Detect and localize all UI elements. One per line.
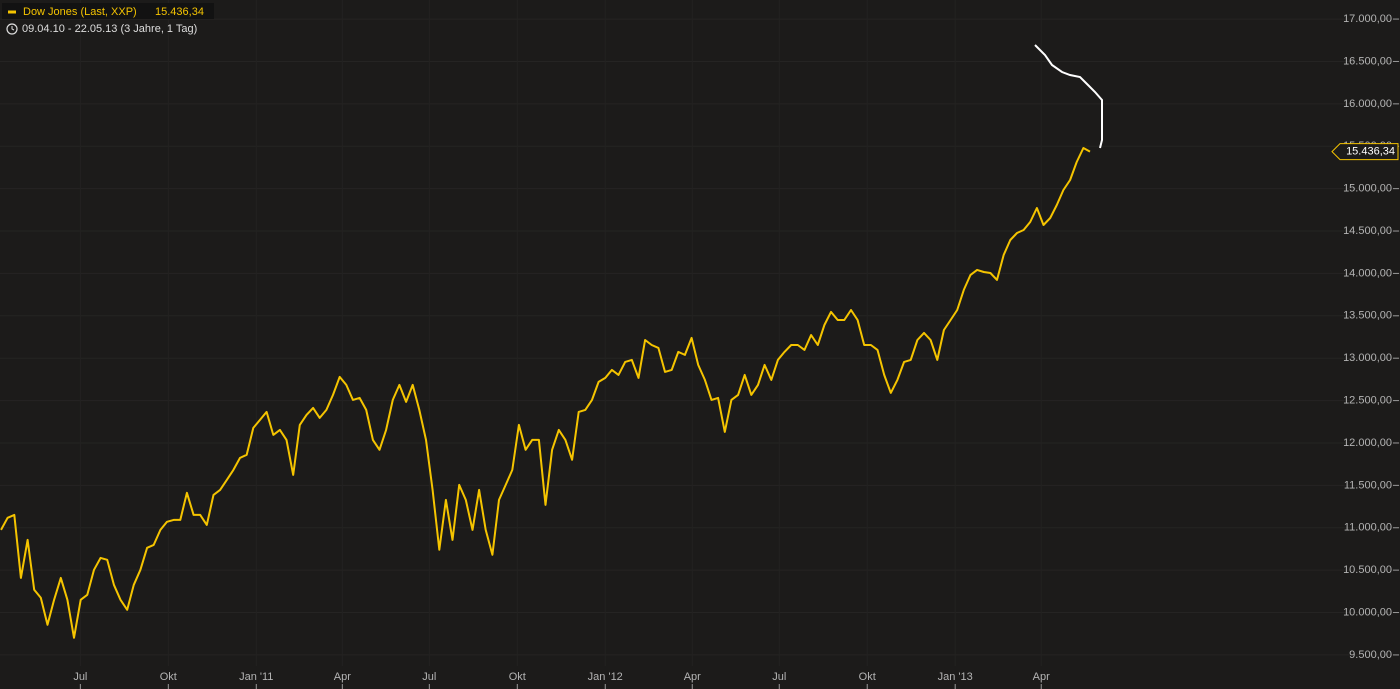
y-tick-label: 14.000,00 (1343, 267, 1392, 279)
x-tick-label: Jul (772, 671, 786, 683)
legend-label: Dow Jones (Last, XXP) (23, 6, 137, 18)
clock-icon (6, 23, 18, 35)
y-tick-label: 10.500,00 (1343, 564, 1392, 576)
current-price-tag (1331, 143, 1399, 161)
y-tick-label: 9.500,00 (1349, 649, 1392, 661)
x-tick-label: Apr (1033, 671, 1050, 683)
x-tick-label: Jan '11 (239, 671, 273, 683)
grid (0, 0, 1400, 666)
y-tick-label: 12.000,00 (1343, 437, 1392, 449)
y-tick-label: 17.000,00 (1343, 13, 1392, 25)
y-tick-label: 14.500,00 (1343, 225, 1392, 237)
legend-value: 15.436,34 (155, 6, 204, 18)
x-tick-label: Okt (160, 671, 177, 683)
y-tick-label: 11.500,00 (1344, 479, 1392, 491)
x-tick-label: Apr (334, 671, 351, 683)
x-tick-label: Okt (859, 671, 876, 683)
x-tick-label: Jul (422, 671, 436, 683)
y-tick-label: 10.000,00 (1343, 606, 1392, 618)
x-tick-label: Jan '13 (938, 671, 973, 683)
x-tick-label: Jan '12 (588, 671, 623, 683)
x-tick-label: Okt (509, 671, 526, 683)
current-price-label: 15.436,34 (1346, 146, 1395, 158)
y-tick-label: 16.000,00 (1343, 98, 1392, 110)
y-tick-label: 12.500,00 (1343, 394, 1392, 406)
y-tick-label: 13.000,00 (1343, 352, 1392, 364)
subtitle: 09.04.10 - 22.05.13 (3 Jahre, 1 Tag) (22, 23, 197, 35)
plot (0, 147, 1091, 639)
series-line (0, 147, 1091, 639)
y-tick-label: 13.500,00 (1343, 310, 1392, 322)
clock-hands (11, 26, 15, 31)
legend-box (2, 3, 214, 19)
x-tick-label: Jul (73, 671, 87, 683)
y-tick-label: 15.000,00 (1343, 183, 1392, 195)
x-tick-label: Apr (684, 671, 701, 683)
drawing-annotation (1034, 44, 1103, 149)
y-tick-label: 16.500,00 (1343, 55, 1392, 67)
y-tick-label: 11.000,00 (1344, 522, 1392, 534)
